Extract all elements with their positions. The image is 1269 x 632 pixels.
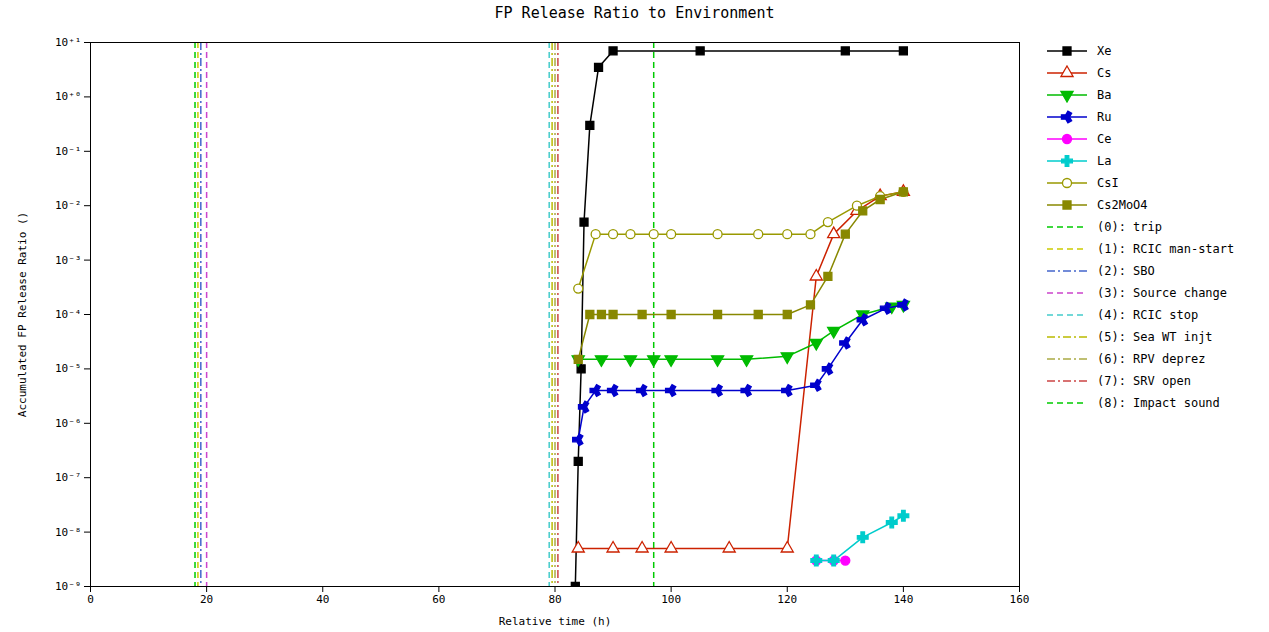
html-text:(2): SBO: (2): SBO	[1097, 264, 1155, 278]
html-text:(3): Source change: (3): Source change	[1097, 286, 1227, 300]
svg-text:160: 160	[1010, 593, 1030, 606]
svg-text:10⁻²: 10⁻²	[55, 199, 82, 212]
svg-text:10⁻¹: 10⁻¹	[55, 145, 82, 158]
svg-text:10⁻⁴: 10⁻⁴	[55, 308, 82, 321]
html-text:FP Release Ratio to Environmen: FP Release Ratio to Environment	[494, 4, 775, 22]
svg-text:10⁻⁷: 10⁻⁷	[55, 471, 82, 484]
html-text:Ba: Ba	[1097, 88, 1112, 102]
svg-text:80: 80	[548, 593, 561, 606]
svg-text:120: 120	[777, 593, 797, 606]
svg-text:10⁺⁰: 10⁺⁰	[55, 90, 82, 103]
html-text:(6): RPV deprez: (6): RPV deprez	[1097, 352, 1206, 366]
svg-text:140: 140	[893, 593, 913, 606]
svg-text:Relative time (h): Relative time (h)	[499, 615, 612, 628]
svg-text:10⁻³: 10⁻³	[55, 254, 82, 267]
svg-text:0: 0	[87, 593, 94, 606]
html-text:Cs2MoO4: Cs2MoO4	[1097, 198, 1148, 212]
svg-text:100: 100	[661, 593, 681, 606]
svg-text:40: 40	[316, 593, 329, 606]
html-text:(1): RCIC man-start: (1): RCIC man-start	[1097, 242, 1235, 256]
html-text:Xe: Xe	[1097, 44, 1112, 58]
html-text:Ce: Ce	[1097, 132, 1112, 146]
svg-text:Accumulated FP Release Ratio (: Accumulated FP Release Ratio ()	[16, 212, 29, 417]
html-text:(5): Sea WT injt: (5): Sea WT injt	[1097, 330, 1213, 344]
svg-text:20: 20	[200, 593, 213, 606]
html-text:(0): trip: (0): trip	[1097, 220, 1162, 234]
html-text:Ru: Ru	[1097, 110, 1112, 124]
svg-text:10⁻⁹: 10⁻⁹	[55, 580, 82, 593]
html-text:(8): Impact sound: (8): Impact sound	[1097, 396, 1220, 410]
html-text:Cs: Cs	[1097, 66, 1112, 80]
html-text:CsI: CsI	[1097, 176, 1119, 190]
svg-text:10⁻⁸: 10⁻⁸	[55, 526, 82, 539]
svg-text:60: 60	[432, 593, 445, 606]
html-text:(4): RCIC stop: (4): RCIC stop	[1097, 308, 1199, 322]
html-text:(7): SRV open: (7): SRV open	[1097, 374, 1191, 388]
svg-text:10⁻⁶: 10⁻⁶	[55, 417, 82, 430]
html-text:La: La	[1097, 154, 1112, 168]
svg-text:10⁺¹: 10⁺¹	[55, 36, 82, 49]
svg-text:10⁻⁵: 10⁻⁵	[55, 362, 82, 375]
